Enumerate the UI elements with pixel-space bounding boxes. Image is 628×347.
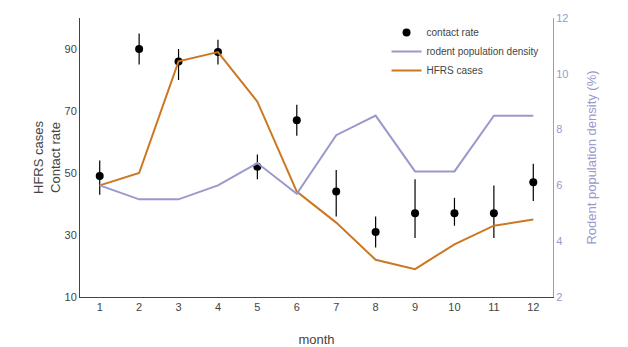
svg-text:10: 10 (556, 68, 568, 80)
svg-text:4: 4 (215, 301, 221, 313)
svg-text:12: 12 (556, 12, 568, 24)
svg-text:contact rate: contact rate (427, 27, 480, 38)
svg-text:12: 12 (527, 301, 539, 313)
svg-text:11: 11 (488, 301, 499, 313)
svg-text:30: 30 (65, 229, 77, 241)
svg-text:9: 9 (412, 301, 418, 313)
svg-text:8: 8 (556, 123, 562, 135)
svg-text:3: 3 (175, 301, 181, 313)
svg-text:2: 2 (136, 301, 142, 313)
svg-text:5: 5 (254, 301, 260, 313)
svg-text:10: 10 (448, 301, 460, 313)
svg-text:7: 7 (333, 301, 339, 313)
svg-text:rodent population density: rodent population density (427, 46, 539, 57)
svg-text:8: 8 (373, 301, 379, 313)
svg-text:HFRS casesContact rate: HFRS casesContact rate (31, 121, 63, 194)
svg-text:10: 10 (65, 291, 77, 303)
svg-text:70: 70 (65, 105, 77, 117)
svg-text:HFRS cases: HFRS cases (427, 65, 483, 76)
svg-text:4: 4 (556, 235, 562, 247)
svg-text:90: 90 (65, 43, 77, 55)
svg-text:Rodent population density (%): Rodent population density (%) (584, 70, 599, 244)
svg-text:6: 6 (556, 179, 562, 191)
svg-text:1: 1 (97, 301, 103, 313)
svg-text:50: 50 (65, 167, 77, 179)
svg-text:6: 6 (294, 301, 300, 313)
svg-text:2: 2 (556, 291, 562, 303)
svg-text:month: month (298, 332, 334, 347)
